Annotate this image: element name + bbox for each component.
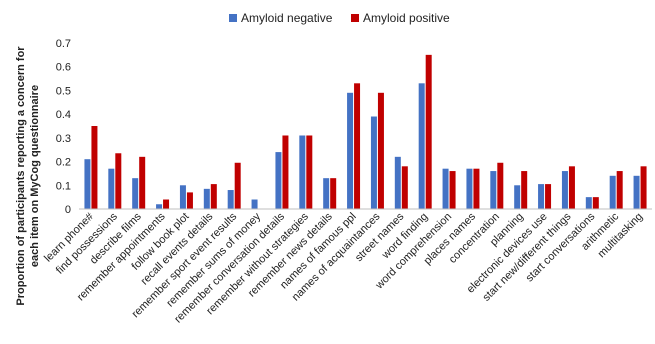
y-tick-label: 0.1 xyxy=(56,180,71,192)
y-tick-label: 0.7 xyxy=(56,38,71,50)
bar-amyloid-negative xyxy=(609,175,616,209)
bar-amyloid-negative xyxy=(442,168,449,209)
legend-label-amyloid-positive: Amyloid positive xyxy=(363,11,450,25)
bar-amyloid-positive xyxy=(473,168,480,209)
bar-series xyxy=(84,54,647,209)
bar-amyloid-positive xyxy=(425,54,432,209)
bar-amyloid-negative xyxy=(538,184,545,209)
bar-amyloid-positive xyxy=(282,135,289,209)
bar-amyloid-positive xyxy=(568,166,575,209)
bar-amyloid-positive xyxy=(640,166,647,209)
y-axis: 0 0.1 0.2 0.3 0.4 0.5 0.6 0.7 xyxy=(56,38,71,216)
bar-amyloid-negative xyxy=(203,188,210,209)
bar-amyloid-negative xyxy=(227,190,234,209)
bar-amyloid-negative xyxy=(633,175,640,209)
bar-amyloid-negative xyxy=(299,135,306,209)
bar-amyloid-positive xyxy=(234,162,241,209)
bar-amyloid-negative xyxy=(108,168,115,209)
bar-amyloid-negative xyxy=(323,178,330,209)
chart-legend: Amyloid negative Amyloid positive xyxy=(229,11,450,25)
bar-amyloid-negative xyxy=(251,199,258,209)
bar-amyloid-positive xyxy=(115,153,122,209)
bar-amyloid-positive xyxy=(139,156,146,209)
bar-amyloid-positive xyxy=(521,171,528,209)
bar-amyloid-positive xyxy=(592,197,599,209)
bar-amyloid-positive xyxy=(163,199,170,209)
y-axis-title: Proportion of participants reporting a c… xyxy=(15,46,41,306)
bar-amyloid-positive xyxy=(354,83,361,209)
bar-amyloid-positive xyxy=(91,126,98,209)
y-tick-label: 0.5 xyxy=(56,85,71,97)
bar-amyloid-negative xyxy=(179,185,186,209)
bar-amyloid-positive xyxy=(449,171,456,209)
bar-amyloid-negative xyxy=(394,156,401,209)
legend-label-amyloid-negative: Amyloid negative xyxy=(241,11,333,25)
bar-amyloid-negative xyxy=(490,171,497,209)
bar-amyloid-positive xyxy=(616,171,623,209)
bar-amyloid-positive xyxy=(210,184,217,209)
bar-amyloid-negative xyxy=(156,204,163,209)
y-tick-label: 0.2 xyxy=(56,157,71,169)
y-axis-title-line2: each item on MyCog questionnaire xyxy=(29,85,41,267)
bar-amyloid-negative xyxy=(84,159,91,209)
legend-swatch-amyloid-positive xyxy=(351,14,359,22)
bar-amyloid-positive xyxy=(330,178,337,209)
bar-amyloid-positive xyxy=(306,135,313,209)
y-tick-label: 0.4 xyxy=(56,109,71,121)
bar-amyloid-negative xyxy=(370,116,377,209)
y-tick-label: 0.6 xyxy=(56,62,71,74)
y-tick-label: 0 xyxy=(65,204,71,216)
y-axis-title-line1: Proportion of participants reporting a c… xyxy=(15,46,27,306)
bar-amyloid-negative xyxy=(418,83,425,209)
bar-amyloid-positive xyxy=(377,92,384,209)
bar-amyloid-negative xyxy=(347,92,354,209)
bar-amyloid-negative xyxy=(466,168,473,209)
bar-amyloid-negative xyxy=(514,185,521,209)
legend-swatch-amyloid-negative xyxy=(229,14,237,22)
bar-amyloid-positive xyxy=(186,192,193,209)
bar-amyloid-negative xyxy=(585,197,592,209)
bar-amyloid-positive xyxy=(497,162,504,209)
y-tick-label: 0.3 xyxy=(56,133,71,145)
bar-amyloid-negative xyxy=(275,152,282,209)
bar-amyloid-positive xyxy=(401,166,408,209)
bar-amyloid-negative xyxy=(132,178,139,209)
bar-amyloid-positive xyxy=(545,184,552,209)
bar-amyloid-negative xyxy=(561,171,568,209)
